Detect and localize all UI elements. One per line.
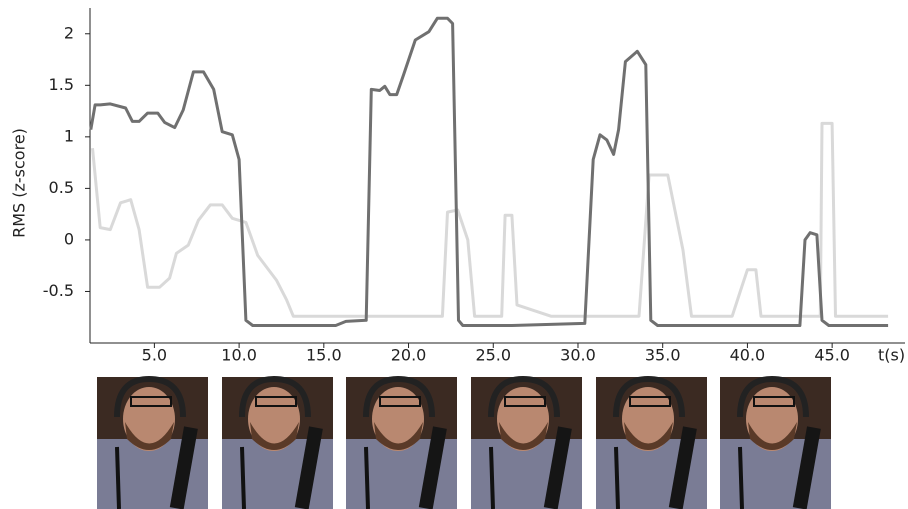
x-tick-label: 40.0 bbox=[730, 346, 766, 365]
face bbox=[746, 387, 798, 451]
glasses bbox=[753, 396, 795, 407]
strap bbox=[614, 446, 620, 509]
video-frame bbox=[346, 375, 457, 509]
x-tick-label: 10.0 bbox=[221, 346, 257, 365]
strap bbox=[738, 446, 744, 509]
face bbox=[372, 387, 424, 451]
beard bbox=[499, 422, 548, 450]
headphones bbox=[239, 375, 311, 418]
x-tick-label: 35.0 bbox=[645, 346, 681, 365]
x-tick-label: 45.0 bbox=[814, 346, 850, 365]
glasses bbox=[130, 396, 172, 407]
beard bbox=[624, 422, 673, 450]
beard bbox=[250, 422, 299, 450]
y-tick-label: 1.5 bbox=[49, 75, 74, 94]
instrument bbox=[418, 426, 447, 509]
face bbox=[497, 387, 549, 451]
x-tick-label: 25.0 bbox=[475, 346, 511, 365]
video-frame bbox=[720, 375, 831, 509]
glasses bbox=[504, 396, 546, 407]
y-tick-label: 0 bbox=[64, 229, 74, 248]
y-axis-label: RMS (z-score) bbox=[10, 128, 29, 238]
x-tick-label: 5.0 bbox=[142, 346, 167, 365]
headphones bbox=[613, 375, 685, 418]
instrument bbox=[294, 426, 323, 509]
strap bbox=[240, 446, 246, 509]
instrument bbox=[543, 426, 572, 509]
instrument bbox=[169, 426, 198, 509]
strap bbox=[364, 446, 370, 509]
headphones bbox=[488, 375, 560, 418]
video-frame bbox=[97, 375, 208, 509]
series-line bbox=[89, 16, 889, 327]
headphones bbox=[114, 375, 186, 418]
strap bbox=[489, 446, 495, 509]
video-frame bbox=[222, 375, 333, 509]
x-tick-label: 30.0 bbox=[560, 346, 596, 365]
headphones bbox=[737, 375, 809, 418]
face bbox=[248, 387, 300, 451]
face bbox=[622, 387, 674, 451]
instrument bbox=[668, 426, 697, 509]
video-frame bbox=[596, 375, 707, 509]
glasses bbox=[255, 396, 297, 407]
y-tick-label: 1 bbox=[64, 126, 74, 145]
y-tick-label: -0.5 bbox=[43, 281, 74, 300]
x-tick-label: 20.0 bbox=[391, 346, 427, 365]
glasses bbox=[629, 396, 671, 407]
face bbox=[123, 387, 175, 451]
x-axis-label: t(s) bbox=[878, 346, 905, 365]
y-tick-label: 0.5 bbox=[49, 178, 74, 197]
y-tick-label: 2 bbox=[64, 23, 74, 42]
beard bbox=[748, 422, 797, 450]
instrument bbox=[792, 426, 821, 509]
glasses bbox=[379, 396, 421, 407]
series-line bbox=[91, 121, 889, 318]
beard bbox=[374, 422, 423, 450]
x-tick-label: 15.0 bbox=[306, 346, 342, 365]
video-frame bbox=[471, 375, 582, 509]
strap bbox=[115, 446, 121, 509]
plot: -0.500.511.525.0 10.0 15.0 20.0 25.0 30.0 35.0… bbox=[43, 8, 905, 365]
video-frames bbox=[97, 375, 831, 509]
headphones bbox=[363, 375, 435, 418]
beard bbox=[125, 422, 174, 450]
